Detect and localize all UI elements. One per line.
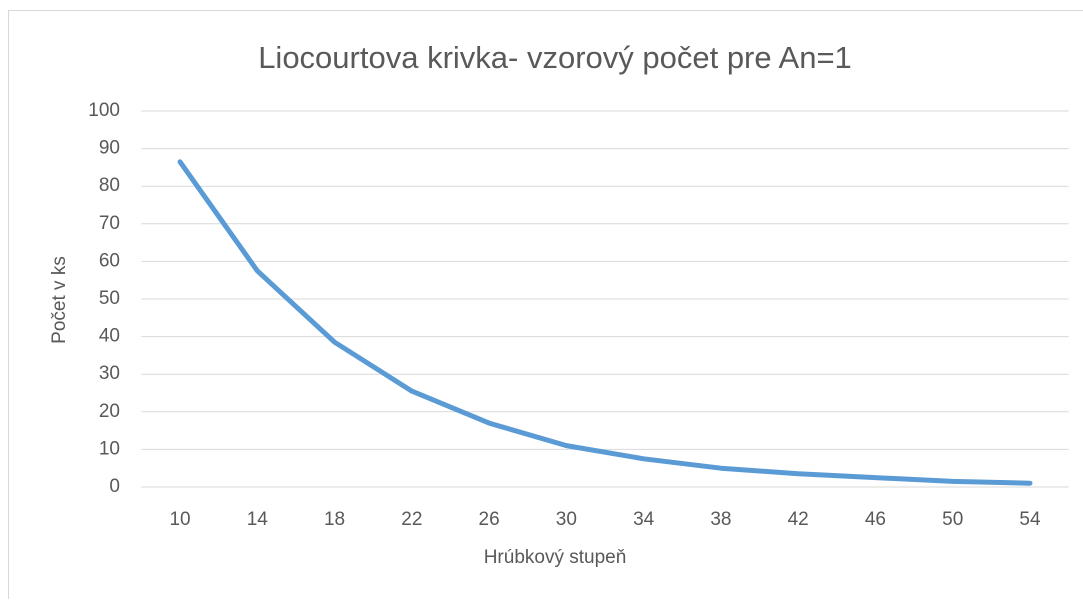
x-tick-label: 18 — [324, 509, 345, 530]
y-tick-label: 20 — [99, 401, 120, 422]
y-tick-label: 10 — [99, 438, 120, 459]
x-tick-label: 22 — [401, 509, 422, 530]
y-tick-label: 0 — [109, 476, 120, 497]
y-tick-label: 100 — [88, 100, 120, 121]
y-axis-label: Počet v ks — [49, 256, 70, 344]
x-tick-label: 38 — [710, 509, 731, 530]
y-tick-label: 30 — [99, 363, 120, 384]
y-tick-label: 90 — [99, 138, 120, 159]
x-tick-label: 14 — [247, 509, 269, 530]
y-tick-label: 70 — [99, 213, 120, 234]
x-axis-label: Hrúbkový stupeň — [484, 547, 627, 568]
x-tick-label: 34 — [633, 509, 655, 530]
x-tick-label: 50 — [942, 509, 963, 530]
y-tick-label: 60 — [99, 250, 120, 271]
x-tick-label: 10 — [169, 509, 190, 530]
x-tick-label: 54 — [1019, 509, 1041, 530]
y-tick-label: 80 — [99, 175, 120, 196]
x-tick-label: 26 — [479, 509, 500, 530]
y-tick-label: 50 — [99, 288, 120, 309]
y-tick-label: 40 — [99, 326, 120, 347]
x-tick-label: 46 — [865, 509, 886, 530]
chart-title: Liocourtova krivka- vzorový počet pre An… — [258, 40, 852, 75]
x-tick-label: 42 — [788, 509, 809, 530]
x-tick-label: 30 — [556, 509, 577, 530]
